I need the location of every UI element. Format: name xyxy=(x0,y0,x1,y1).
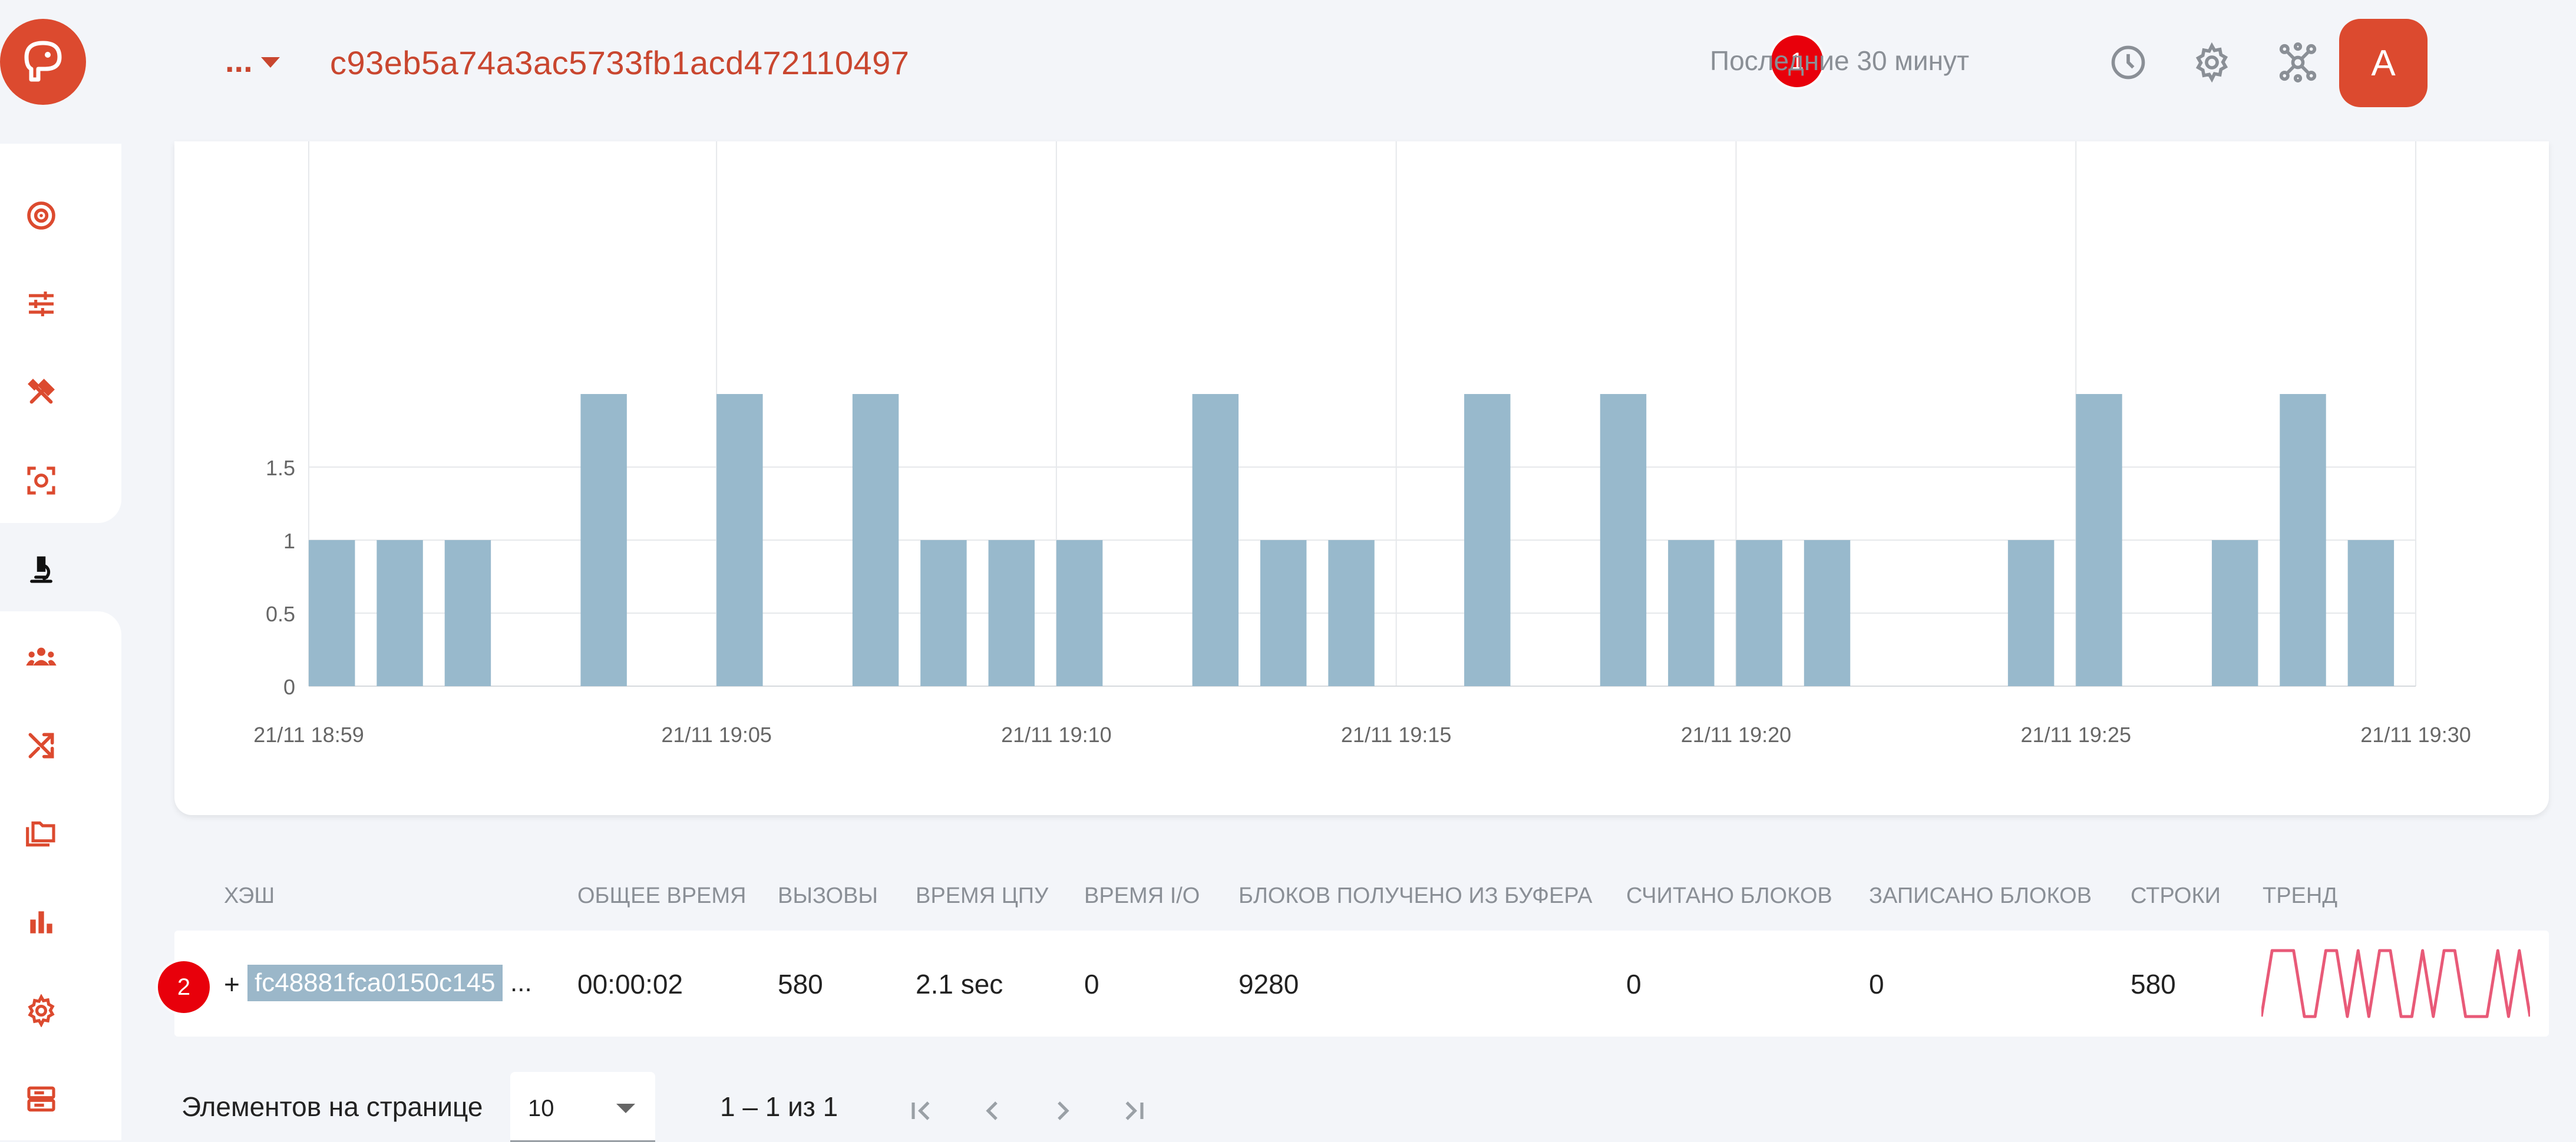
sidebar-panel-top xyxy=(0,144,121,523)
bar-1925 xyxy=(2076,394,2122,686)
breadcrumb-more-label: ... xyxy=(225,42,253,79)
sidebar xyxy=(0,0,121,1140)
x-tick-label: 21/11 19:05 xyxy=(661,723,772,747)
cell-blocks-hit: 9280 xyxy=(1239,969,1299,999)
y-tick-label: 1.5 xyxy=(266,456,295,480)
y-tick-label: 0.5 xyxy=(266,602,295,626)
page-size-select[interactable]: 10 xyxy=(510,1072,655,1142)
bar-chart: 0 0.5 1 1.5 21/11 18:59 21/11 19:05 21/11 19:1… xyxy=(253,141,2471,747)
bar-1918 xyxy=(1600,394,1647,686)
col-header-blocks-hit[interactable]: Блоков получено из буфера xyxy=(1239,883,1593,908)
cell-io-time: 0 xyxy=(1084,969,1099,999)
cell-cpu-time: 2.1 sec xyxy=(916,969,1003,999)
elephant-logo-icon[interactable] xyxy=(0,19,86,105)
cell-rows: 580 xyxy=(2131,969,2176,999)
chevron-down-icon xyxy=(260,57,280,68)
table-row[interactable] xyxy=(174,931,2549,1037)
bar-chart-icon[interactable] xyxy=(22,903,60,941)
cell-blocks-written: 0 xyxy=(1869,969,1884,999)
col-header-rows[interactable]: Строки xyxy=(2131,883,2221,908)
bar-1914 xyxy=(1328,540,1375,686)
x-tick-label: 21/11 19:10 xyxy=(1001,723,1112,747)
gear-icon[interactable] xyxy=(2189,40,2234,85)
x-tick-label: 21/11 19:15 xyxy=(1341,723,1452,747)
bar-1921 xyxy=(1804,540,1851,686)
bar-1910 xyxy=(1056,540,1103,686)
bar-1913 xyxy=(1260,540,1307,686)
chart-card: 0 0.5 1 1.5 21/11 18:59 21/11 19:05 21/11 19:1… xyxy=(174,141,2549,815)
col-header-cpu-time[interactable]: Время ЦПУ xyxy=(916,883,1049,908)
col-header-blocks-written[interactable]: Записано блоков xyxy=(1869,883,2092,908)
bar-1924 xyxy=(2007,540,2055,686)
bar-1920 xyxy=(1736,540,1782,686)
sliders-icon[interactable] xyxy=(22,285,60,323)
tools-icon[interactable] xyxy=(22,373,60,411)
bar-1909 xyxy=(988,540,1035,686)
cell-blocks-read: 0 xyxy=(1626,969,1642,999)
col-header-total-time[interactable]: Общее время xyxy=(577,883,747,908)
bar-1903 xyxy=(580,394,627,686)
annotation-marker-2: 2 xyxy=(158,961,210,1013)
bar-1905 xyxy=(716,394,763,686)
trend-sparkline xyxy=(2261,949,2530,1018)
col-header-blocks-read[interactable]: Считано блоков xyxy=(1626,883,1832,908)
bar-1912 xyxy=(1192,394,1239,686)
shuffle-icon[interactable] xyxy=(22,727,60,764)
avatar[interactable]: A xyxy=(2339,19,2428,107)
last-page-icon[interactable] xyxy=(1115,1092,1152,1130)
bar-1859 xyxy=(309,540,355,686)
target-icon[interactable] xyxy=(22,197,60,234)
cell-total-time: 00:00:02 xyxy=(577,969,683,999)
annotation-marker-1: 1 xyxy=(1771,35,1823,87)
trend-line xyxy=(2261,949,2530,1018)
col-header-hash[interactable]: Хэш xyxy=(224,883,275,908)
clock-icon[interactable] xyxy=(2106,40,2151,85)
sidebar-panel-bottom xyxy=(0,611,121,1140)
scan-icon[interactable] xyxy=(22,462,60,499)
y-tick-label: 0 xyxy=(283,675,295,699)
prev-page-icon[interactable] xyxy=(973,1092,1011,1130)
chevron-down-icon xyxy=(616,1104,635,1113)
bar-1927 xyxy=(2211,540,2258,686)
page-size-value: 10 xyxy=(528,1095,554,1121)
query-hash-ellipsis: ... xyxy=(510,968,532,997)
bar-1919 xyxy=(1668,540,1715,686)
server-icon[interactable] xyxy=(22,1080,60,1118)
bar-1928 xyxy=(2280,394,2326,686)
page-title: c93eb5a74a3ac5733fb1acd472110497 xyxy=(330,44,910,81)
bar-1907 xyxy=(852,394,899,686)
first-page-icon[interactable] xyxy=(903,1092,940,1130)
x-tick-label: 21/11 19:25 xyxy=(2020,723,2131,747)
bar-1916 xyxy=(1464,394,1511,686)
x-tick-label: 21/11 19:30 xyxy=(2360,723,2471,747)
col-header-io-time[interactable]: Время I/O xyxy=(1084,883,1200,908)
y-tick-label: 1 xyxy=(283,529,295,553)
network-icon[interactable] xyxy=(2276,40,2320,85)
bar-1929 xyxy=(2347,540,2395,686)
bar-1901 xyxy=(444,540,491,686)
breadcrumb-more-dropdown[interactable]: ... xyxy=(225,41,280,80)
time-range-picker[interactable]: Последние 30 минут xyxy=(1710,45,1970,76)
col-header-calls[interactable]: Вызовы xyxy=(778,883,879,908)
page-size-label: Элементов на странице xyxy=(181,1091,483,1122)
col-header-trend: Тренд xyxy=(2263,883,2338,908)
cell-calls: 580 xyxy=(778,969,823,999)
x-tick-label: 21/11 18:59 xyxy=(253,723,364,747)
bar-1908 xyxy=(920,540,967,686)
next-page-icon[interactable] xyxy=(1044,1092,1082,1130)
gear-icon[interactable] xyxy=(22,992,60,1030)
bar-1900 xyxy=(377,540,423,686)
top-bar: ... c93eb5a74a3ac5733fb1acd472110497 xyxy=(121,0,2576,141)
microscope-icon[interactable] xyxy=(22,550,60,588)
expand-row-button[interactable]: + xyxy=(224,969,240,999)
folders-icon[interactable] xyxy=(22,815,60,853)
users-icon[interactable] xyxy=(22,638,60,676)
query-hash-link[interactable]: fc48881fca0150c145 xyxy=(247,965,503,1001)
x-tick-label: 21/11 19:20 xyxy=(1681,723,1792,747)
page-range-label: 1 – 1 из 1 xyxy=(720,1091,838,1122)
